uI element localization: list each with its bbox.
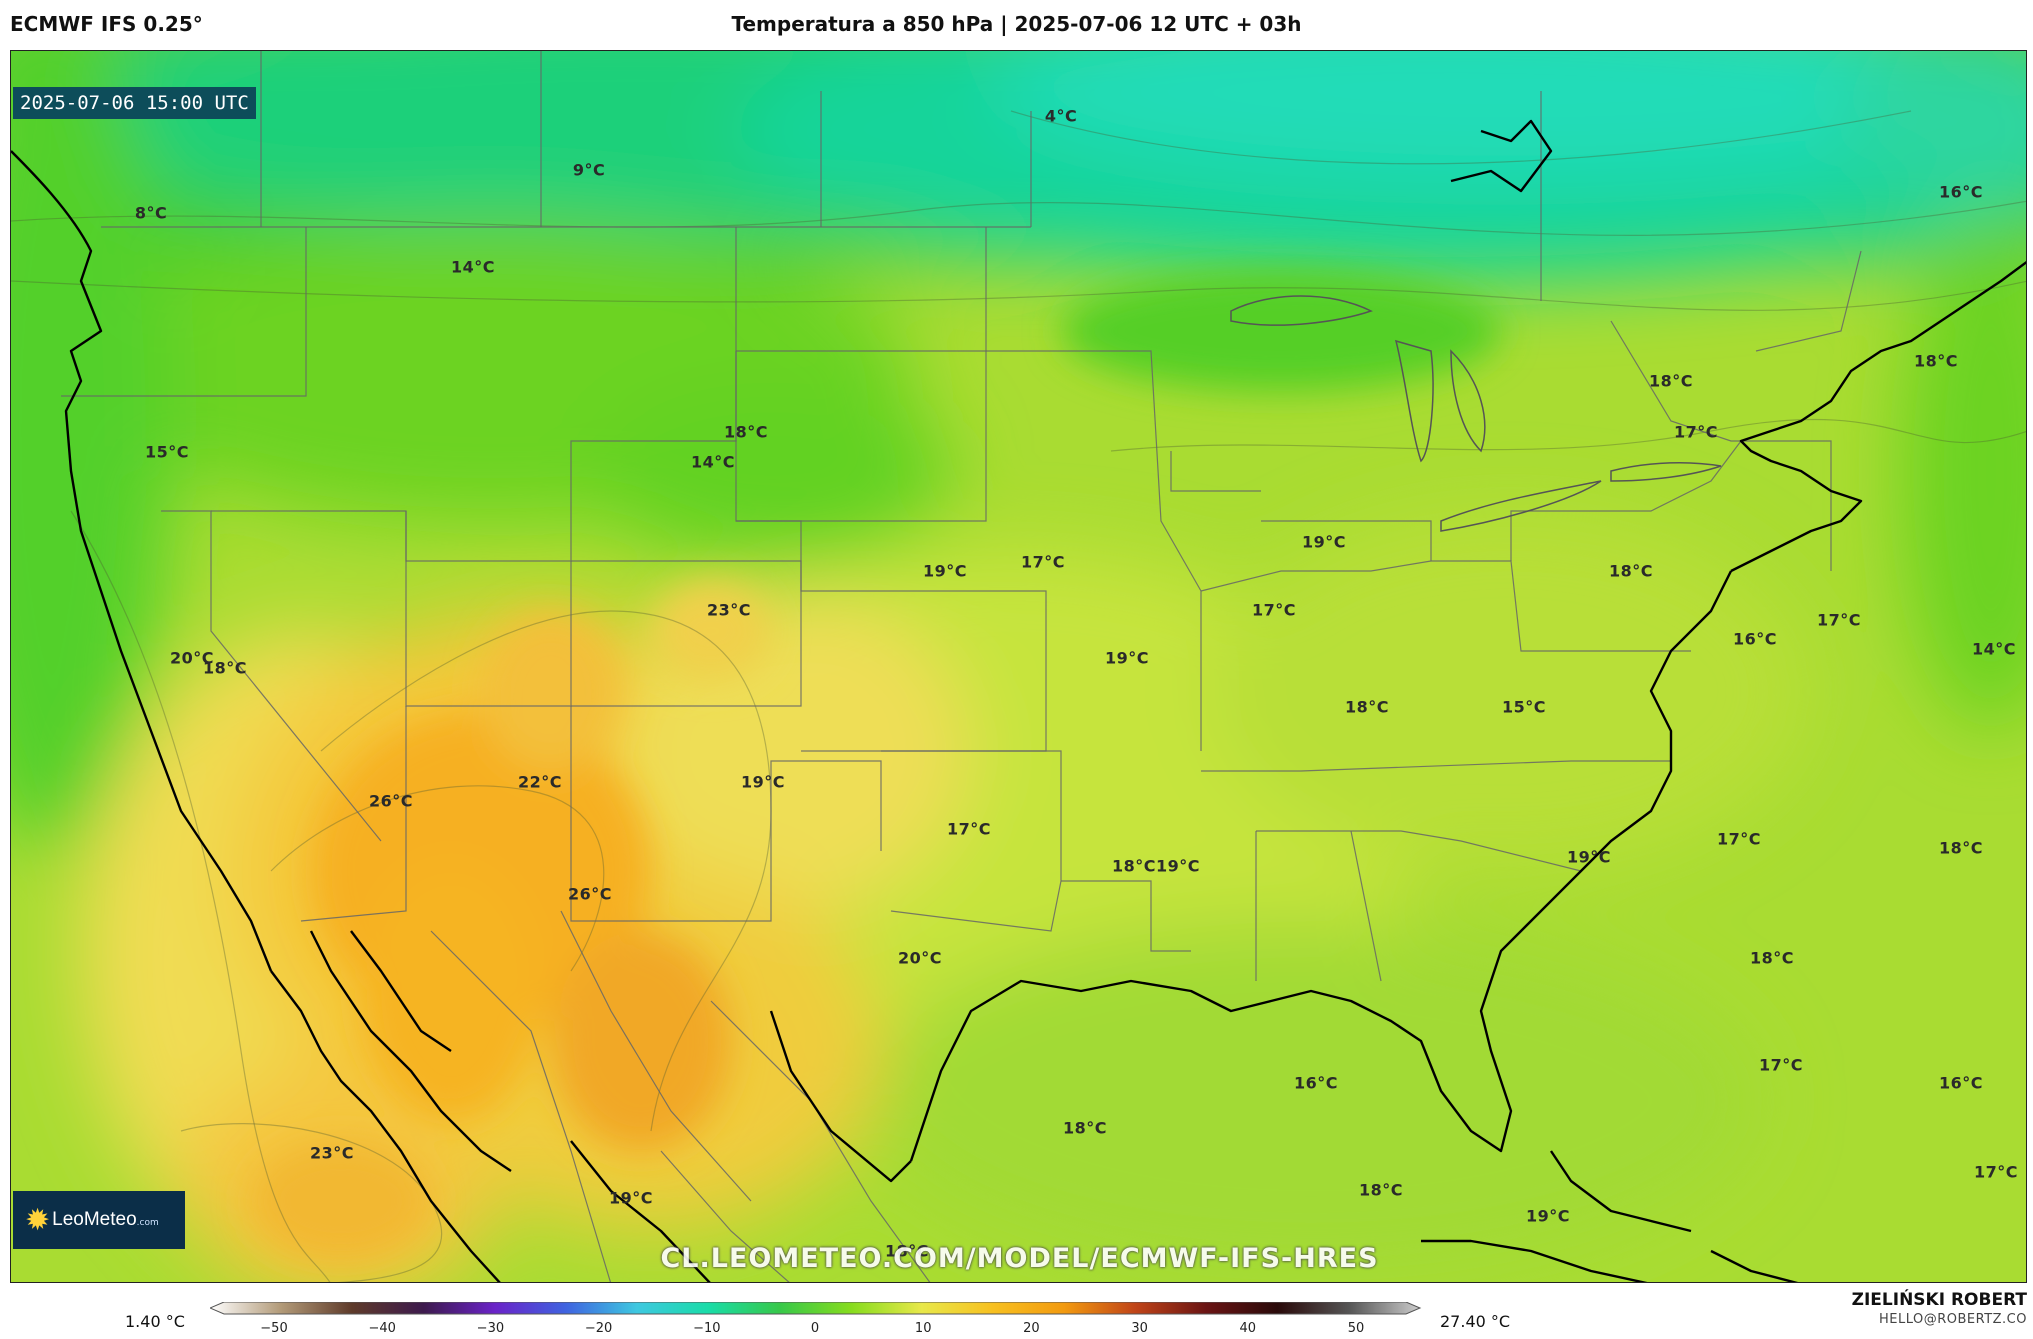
temperature-label: 4°C (1044, 106, 1078, 126)
temperature-label: 17°C (1251, 600, 1297, 620)
temperature-label: 17°C (946, 819, 992, 839)
temperature-label: 19°C (922, 561, 968, 581)
temperature-label: 8°C (134, 203, 168, 223)
colorbar-tick-label: 40 (1240, 1321, 1257, 1336)
temperature-label: 15°C (1501, 697, 1547, 717)
temperature-label: 23°C (706, 600, 752, 620)
colorbar-tick-label: 0 (811, 1321, 819, 1336)
temperature-label: 19°C (608, 1188, 654, 1208)
temperature-label: 14°C (690, 452, 736, 472)
colorbar-tick-label: −50 (260, 1321, 287, 1336)
temperature-label: 18°C (1938, 838, 1984, 858)
author-credit: ZIELIŃSKI ROBERT HELLO@ROBERTZ.CO (1852, 1290, 2027, 1327)
colorbar-tick-label: −40 (368, 1321, 395, 1336)
temperature-label: 18°C (723, 422, 769, 442)
temperature-label: 18°C (1913, 351, 1959, 371)
temperature-label: 19°C (1104, 648, 1150, 668)
colorbar-tick-label: 20 (1023, 1321, 1040, 1336)
colorbar-tick-label: 50 (1348, 1321, 1365, 1336)
temperature-label: 18°C (1111, 856, 1157, 876)
site-watermark: CL.LEOMETEO.COM/MODEL/ECMWF-IFS-HRES (660, 1243, 1379, 1274)
temperature-label: 20°C (169, 648, 215, 668)
temperature-label: 19°C (1301, 532, 1347, 552)
temperature-label: 17°C (1973, 1162, 2019, 1182)
temperature-label: 26°C (368, 791, 414, 811)
temperature-field (11, 51, 2026, 1282)
temperature-label: 18°C (1344, 697, 1390, 717)
author-name: ZIELIŃSKI ROBERT (1851, 1290, 2027, 1310)
logo-domain: .com (136, 1218, 159, 1228)
temperature-label: 17°C (1758, 1055, 1804, 1075)
temperature-label: 18°C (1749, 948, 1795, 968)
temperature-label: 18°C (1358, 1180, 1404, 1200)
temperature-label: 23°C (309, 1143, 355, 1163)
temperature-label: 17°C (1816, 610, 1862, 630)
temperature-label: 22°C (517, 772, 563, 792)
colorbar-tick-label: 10 (915, 1321, 932, 1336)
author-email: HELLO@ROBERTZ.CO (1878, 1312, 2027, 1327)
temperature-label: 18°C (1648, 371, 1694, 391)
temperature-label: 17°C (1716, 829, 1762, 849)
temperature-label: 16°C (1938, 1073, 1984, 1093)
colorbar-max-label: 27.40 °C (1440, 1312, 1511, 1331)
model-name: ECMWF IFS 0.25° (10, 12, 203, 36)
temperature-label: 19°C (1155, 856, 1201, 876)
temperature-label: 19°C (740, 772, 786, 792)
temperature-label: 19°C (1525, 1206, 1571, 1226)
temperature-label: 14°C (1971, 639, 2017, 659)
temperature-label: 9°C (572, 160, 606, 180)
temperature-label: 18°C (1062, 1118, 1108, 1138)
temperature-label: 20°C (897, 948, 943, 968)
temperature-label: 16°C (1938, 182, 1984, 202)
temperature-label: 18°C (202, 658, 248, 678)
leometeo-logo[interactable]: ✹ LeoMeteo .com (13, 1191, 185, 1249)
temperature-label: 16°C (1732, 629, 1778, 649)
temperature-label: 14°C (450, 257, 496, 277)
colorbar-tick-label: −20 (585, 1321, 612, 1336)
valid-time-badge: 2025-07-06 15:00 UTC (13, 87, 256, 119)
sun-icon: ✹ (25, 1202, 51, 1238)
colorbar-min-label: 1.40 °C (125, 1312, 185, 1331)
temperature-label: 18°C (1608, 561, 1654, 581)
temperature-label: 19°C (1566, 847, 1612, 867)
temperature-label: 17°C (1673, 422, 1719, 442)
temperature-label: 15°C (144, 442, 190, 462)
temperature-label: 16°C (1293, 1073, 1339, 1093)
temperature-label: 26°C (567, 884, 613, 904)
temperature-colorbar: −50 −40 −30 −20 −10 0 10 20 30 40 50 (210, 1302, 1422, 1336)
colorbar-gradient (210, 1302, 1422, 1315)
logo-name: LeoMeteo (52, 1209, 137, 1230)
temperature-label: 17°C (1020, 552, 1066, 572)
temperature-label: 18°C (884, 1241, 930, 1261)
colorbar-tick-label: −10 (693, 1321, 720, 1336)
colorbar-tick-label: 30 (1131, 1321, 1148, 1336)
temperature-map[interactable]: 2025-07-06 15:00 UTC 4°C 9°C 8°C 16°C 14°C 18… (10, 50, 2027, 1283)
map-title: Temperatura a 850 hPa | 2025-07-06 12 UT… (731, 12, 1302, 36)
colorbar-tick-label: −30 (477, 1321, 504, 1336)
